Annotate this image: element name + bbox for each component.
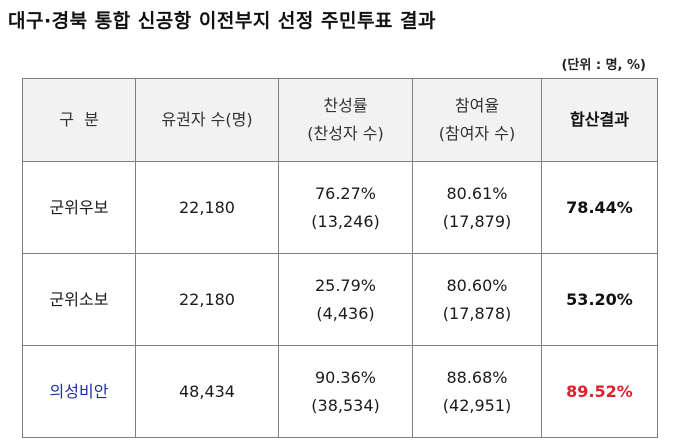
- row-turnout-cell: 88.68% (42,951): [412, 345, 542, 438]
- row-turnout-cell: 80.61% (17,879): [412, 161, 542, 254]
- row-voters: 22,180: [179, 197, 235, 217]
- row-name: 군위우보: [49, 197, 109, 217]
- header-result: 합산결과: [541, 78, 658, 162]
- row-result-cell: 53.20%: [541, 253, 658, 346]
- row-result-cell: 89.52%: [541, 345, 658, 438]
- row-approval-rate: 90.36%: [314, 367, 376, 387]
- table-row: 군위우보 22,180 76.27% (13,246) 80.61% (17,8…: [22, 161, 658, 254]
- header-division-label: 구 분: [59, 110, 99, 129]
- row-turnout-cell: 80.60% (17,878): [412, 253, 542, 346]
- header-approval-label: 찬성률: [323, 96, 368, 115]
- table-row: 의성비안 48,434 90.36% (38,534) 88.68% (42,9…: [22, 345, 658, 438]
- row-approval-cell: 90.36% (38,534): [278, 345, 413, 438]
- header-division: 구 분: [22, 78, 136, 162]
- row-approval-count: (4,436): [316, 303, 375, 323]
- row-name-cell: 군위우보: [22, 161, 136, 254]
- row-turnout-count: (17,879): [442, 211, 512, 231]
- table-header-row: 구 분 유권자 수(명) 찬성률 (찬성자 수) 참여율 (참여자 수) 합산결…: [22, 78, 658, 162]
- unit-label: (단위 : 명, %): [561, 58, 646, 73]
- row-approval-cell: 25.79% (4,436): [278, 253, 413, 346]
- row-approval-count: (38,534): [311, 395, 380, 415]
- row-name-cell: 의성비안: [22, 345, 136, 438]
- row-voters: 22,180: [179, 289, 235, 309]
- row-turnout-count: (42,951): [442, 395, 512, 415]
- row-voters-cell: 48,434: [135, 345, 279, 438]
- row-approval-count: (13,246): [311, 211, 380, 231]
- header-turnout: 참여율 (참여자 수): [412, 78, 542, 162]
- header-approval: 찬성률 (찬성자 수): [278, 78, 413, 162]
- vote-results-table: 구 분 유권자 수(명) 찬성률 (찬성자 수) 참여율 (참여자 수) 합산결…: [22, 78, 658, 438]
- header-turnout-sublabel: (참여자 수): [438, 124, 516, 143]
- header-voters: 유권자 수(명): [135, 78, 279, 162]
- row-voters: 48,434: [179, 381, 235, 401]
- row-approval-rate: 76.27%: [314, 183, 376, 203]
- row-result: 89.52%: [566, 381, 633, 401]
- row-turnout-rate: 88.68%: [446, 367, 508, 387]
- row-result-cell: 78.44%: [541, 161, 658, 254]
- header-result-label: 합산결과: [570, 110, 629, 129]
- row-turnout-rate: 80.60%: [446, 275, 508, 295]
- header-approval-sublabel: (찬성자 수): [307, 124, 384, 143]
- row-result: 53.20%: [566, 289, 633, 309]
- row-turnout-rate: 80.61%: [446, 183, 508, 203]
- row-voters-cell: 22,180: [135, 161, 279, 254]
- table-row: 군위소보 22,180 25.79% (4,436) 80.60% (17,87…: [22, 253, 658, 346]
- row-result: 78.44%: [566, 197, 633, 217]
- row-approval-rate: 25.79%: [314, 275, 376, 295]
- row-approval-cell: 76.27% (13,246): [278, 161, 413, 254]
- row-name-cell: 군위소보: [22, 253, 136, 346]
- header-turnout-label: 참여율: [454, 96, 500, 115]
- row-name: 의성비안: [49, 381, 109, 401]
- header-voters-label: 유권자 수(명): [161, 110, 253, 129]
- row-turnout-count: (17,878): [442, 303, 512, 323]
- page-title: 대구·경북 통합 신공항 이전부지 선정 주민투표 결과: [8, 10, 436, 32]
- row-voters-cell: 22,180: [135, 253, 279, 346]
- row-name: 군위소보: [49, 289, 109, 309]
